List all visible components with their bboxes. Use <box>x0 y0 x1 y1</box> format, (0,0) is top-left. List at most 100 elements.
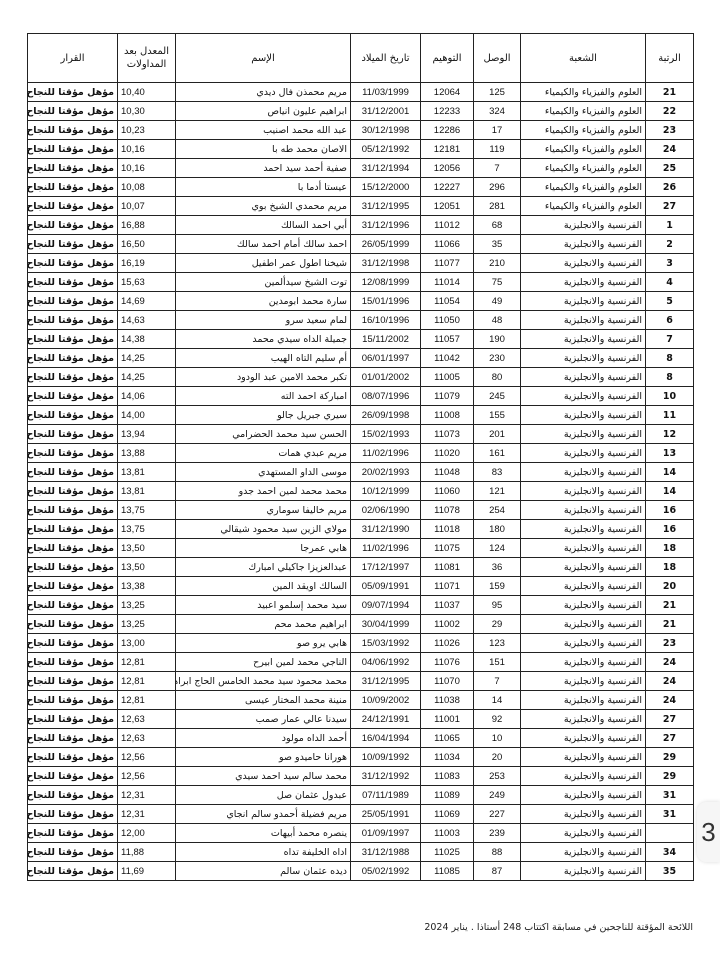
header-decision: القرار <box>27 33 118 83</box>
decision-cell: مؤهل مؤقتا للنجاح <box>27 633 118 653</box>
birth-date-cell: 10/09/2002 <box>350 690 421 710</box>
code-cell: 11026 <box>420 633 474 653</box>
name-cell: ابراهيم عليون انياص <box>175 101 351 121</box>
rank-cell: 27 <box>645 728 694 748</box>
decision-cell: مؤهل مؤقتا للنجاح <box>27 595 118 615</box>
table-row: 16 الفرنسية والانجليزية 180 11018 31/12/1990… <box>27 519 694 539</box>
rank-cell: 24 <box>645 690 694 710</box>
code-cell: 12064 <box>420 82 474 102</box>
rank-cell: 16 <box>645 519 694 539</box>
name-cell: تكبر محمد الامين عبد الودود <box>175 367 351 387</box>
code-cell: 12056 <box>420 158 474 178</box>
table-row: 14 الفرنسية والانجليزية 121 11060 10/12/1999… <box>27 481 694 501</box>
branch-cell: الفرنسية والانجليزية <box>520 234 646 254</box>
rank-cell: 10 <box>645 386 694 406</box>
branch-cell: الفرنسية والانجليزية <box>520 329 646 349</box>
branch-cell: الفرنسية والانجليزية <box>520 405 646 425</box>
decision-cell: مؤهل مؤقتا للنجاح <box>27 367 118 387</box>
branch-cell: العلوم والفيزياء والكيمياء <box>520 196 646 216</box>
rank-cell: 16 <box>645 500 694 520</box>
name-cell: السالك اويقد المين <box>175 576 351 596</box>
name-cell: الناجي محمد لمين ابيرح <box>175 652 351 672</box>
code-cell: 11071 <box>420 576 474 596</box>
branch-cell: الفرنسية والانجليزية <box>520 633 646 653</box>
name-cell: منينة محمد المختار عيسى <box>175 690 351 710</box>
receipt-cell: 124 <box>473 538 521 558</box>
name-cell: مريم محمذن فال ديدي <box>175 82 351 102</box>
name-cell: محمد محمود سيد محمد الخامس الحاج ابراهيم <box>175 671 351 691</box>
average-cell: 13,25 <box>117 595 176 615</box>
table-row: 27 الفرنسية والانجليزية 92 11001 24/12/1991 س… <box>27 709 694 729</box>
receipt-cell: 48 <box>473 310 521 330</box>
decision-cell: مؤهل مؤقتا للنجاح <box>27 253 118 273</box>
branch-cell: الفرنسية والانجليزية <box>520 652 646 672</box>
code-cell: 11079 <box>420 386 474 406</box>
rank-cell: 8 <box>645 348 694 368</box>
rank-cell: 22 <box>645 101 694 121</box>
code-cell: 11025 <box>420 842 474 862</box>
decision-cell: مؤهل مؤقتا للنجاح <box>27 215 118 235</box>
branch-cell: الفرنسية والانجليزية <box>520 386 646 406</box>
table-row: 23 الفرنسية والانجليزية 123 11026 15/03/1992… <box>27 633 694 653</box>
name-cell: الحسن سيد محمد الحضرامي <box>175 424 351 444</box>
code-cell: 11005 <box>420 367 474 387</box>
table-row: 6 الفرنسية والانجليزية 48 11050 16/10/1996 لم… <box>27 310 694 330</box>
table-body: 21 العلوم والفيزياء والكيمياء 12 5 12064 11/0… <box>27 82 694 881</box>
code-cell: 11078 <box>420 500 474 520</box>
code-cell: 11050 <box>420 310 474 330</box>
branch-cell: الفرنسية والانجليزية <box>520 519 646 539</box>
average-cell: 13,88 <box>117 443 176 463</box>
name-cell: ديده عثمان سالم <box>175 861 351 881</box>
birth-date-cell: 11/02/1996 <box>350 443 421 463</box>
birth-date-cell: 31/12/1995 <box>350 671 421 691</box>
average-cell: 16,19 <box>117 253 176 273</box>
birth-date-cell: 31/12/1998 <box>350 253 421 273</box>
birth-date-cell: 08/07/1996 <box>350 386 421 406</box>
decision-cell: مؤهل مؤقتا للنجاح <box>27 348 118 368</box>
code-cell: 11076 <box>420 652 474 672</box>
average-cell: 11,69 <box>117 861 176 881</box>
table-row: 18 الفرنسية والانجليزية 36 11081 17/12/1997 ع… <box>27 557 694 577</box>
rank-cell: 27 <box>645 196 694 216</box>
average-cell: 14,25 <box>117 367 176 387</box>
decision-cell: مؤهل مؤقتا للنجاح <box>27 614 118 634</box>
receipt-cell: 161 <box>473 443 521 463</box>
birth-date-cell: 05/09/1991 <box>350 576 421 596</box>
name-cell: أبي احمد السالك <box>175 215 351 235</box>
code-cell: 11073 <box>420 424 474 444</box>
rank-cell: 25 <box>645 158 694 178</box>
receipt-cell: 36 <box>473 557 521 577</box>
branch-cell: الفرنسية والانجليزية <box>520 367 646 387</box>
decision-cell: مؤهل مؤقتا للنجاح <box>27 728 118 748</box>
birth-date-cell: 16/10/1996 <box>350 310 421 330</box>
header-branch: الشعبة <box>520 33 646 83</box>
code-cell: 11065 <box>420 728 474 748</box>
code-cell: 11034 <box>420 747 474 767</box>
code-cell: 11083 <box>420 766 474 786</box>
branch-cell: الفرنسية والانجليزية <box>520 291 646 311</box>
table-row: 24 العلوم والفيزياء والكيمياء 119 12181 05/1… <box>27 139 694 159</box>
table-row: 22 العلوم والفيزياء والكيمياء 324 12233 31/1… <box>27 101 694 121</box>
receipt-cell: 119 <box>473 139 521 159</box>
average-cell: 12,31 <box>117 785 176 805</box>
decision-cell: مؤهل مؤقتا للنجاح <box>27 272 118 292</box>
branch-cell: الفرنسية والانجليزية <box>520 253 646 273</box>
table-row: 24 الفرنسية والانجليزية 14 11038 10/09/2002 م… <box>27 690 694 710</box>
decision-cell: مؤهل مؤقتا للنجاح <box>27 310 118 330</box>
decision-cell: مؤهل مؤقتا للنجاح <box>27 196 118 216</box>
rank-cell: 24 <box>645 671 694 691</box>
name-cell: هابي عمرجا <box>175 538 351 558</box>
code-cell: 12233 <box>420 101 474 121</box>
birth-date-cell: 15/01/1996 <box>350 291 421 311</box>
birth-date-cell: 05/12/1992 <box>350 139 421 159</box>
decision-cell: مؤهل مؤقتا للنجاح <box>27 766 118 786</box>
rank-cell: 5 <box>645 291 694 311</box>
decision-cell: مؤهل مؤقتا للنجاح <box>27 82 118 102</box>
rank-cell: 21 <box>645 82 694 102</box>
rank-cell: 12 <box>645 424 694 444</box>
rank-cell: 20 <box>645 576 694 596</box>
birth-date-cell: 10/09/1992 <box>350 747 421 767</box>
receipt-cell: 151 <box>473 652 521 672</box>
table-row: 27 العلوم والفيزياء والكيمياء 281 12051 31/1… <box>27 196 694 216</box>
average-cell: 13,81 <box>117 462 176 482</box>
